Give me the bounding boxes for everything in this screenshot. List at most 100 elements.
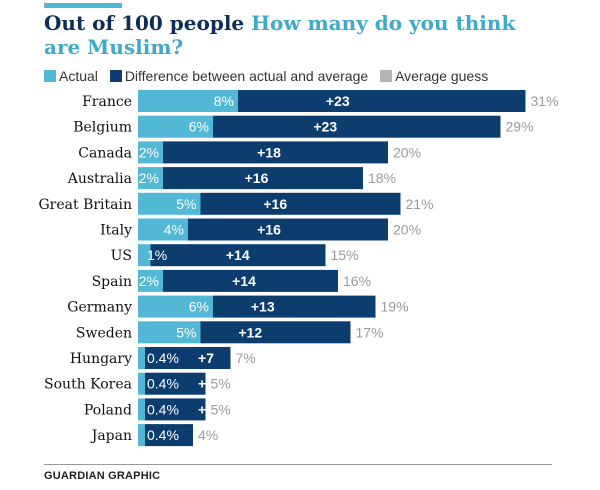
category-label-hungary: Hungary bbox=[70, 351, 132, 367]
category-label-great-britain: Great Britain bbox=[38, 197, 132, 213]
bar-difference-france bbox=[238, 90, 526, 112]
data-label-average-great-britain: 21% bbox=[406, 196, 434, 212]
bar-difference-australia bbox=[163, 167, 363, 190]
data-label-difference-spain: +14 bbox=[232, 273, 256, 289]
title-dark-part: Out of 100 people bbox=[44, 11, 245, 35]
bar-actual-south-korea bbox=[138, 372, 145, 395]
bar-actual-france bbox=[138, 90, 238, 112]
legend-item-actual: Actual bbox=[44, 68, 98, 84]
bar-difference-germany bbox=[213, 295, 376, 318]
data-label-difference-poland: +5 bbox=[198, 401, 214, 417]
legend-swatch-actual bbox=[44, 70, 56, 82]
legend-label-average: Average guess bbox=[395, 68, 489, 84]
source-credit: GUARDIAN GRAPHIC bbox=[44, 470, 161, 482]
data-label-average-south-korea: 5% bbox=[211, 376, 231, 392]
data-label-average-canada: 20% bbox=[393, 144, 421, 160]
legend: Actual Difference between actual and ave… bbox=[44, 68, 496, 84]
data-label-average-us: 15% bbox=[331, 247, 359, 263]
category-label-us: US bbox=[111, 248, 132, 264]
data-label-actual-great-britain: 5% bbox=[176, 196, 196, 212]
data-label-average-japan: 4% bbox=[198, 427, 218, 443]
data-label-average-australia: 18% bbox=[368, 170, 396, 186]
data-label-difference-hungary: +7 bbox=[198, 350, 214, 366]
bar-difference-sweden bbox=[200, 321, 351, 344]
bar-difference-japan bbox=[145, 424, 193, 447]
category-label-sweden: Sweden bbox=[76, 325, 132, 341]
category-label-france: France bbox=[82, 94, 132, 110]
data-label-actual-canada: 2% bbox=[139, 144, 159, 160]
data-label-average-poland: 5% bbox=[211, 401, 231, 417]
header-accent-bar bbox=[44, 3, 122, 8]
data-label-actual-germany: 6% bbox=[189, 299, 209, 315]
bar-difference-spain bbox=[163, 269, 338, 292]
bar-actual-belgium bbox=[138, 115, 213, 138]
data-label-difference-france: +23 bbox=[326, 93, 350, 109]
data-label-average-spain: 16% bbox=[343, 273, 371, 289]
data-label-difference-belgium: +23 bbox=[313, 119, 337, 135]
bar-actual-great-britain bbox=[138, 192, 201, 215]
data-label-average-france: 31% bbox=[531, 93, 559, 109]
data-label-average-sweden: 17% bbox=[356, 324, 384, 340]
data-label-actual-australia: 2% bbox=[139, 170, 159, 186]
bar-actual-canada bbox=[138, 141, 163, 164]
data-label-actual-us: 1% bbox=[147, 247, 167, 263]
category-label-spain: Spain bbox=[92, 274, 132, 290]
data-label-actual-poland: 0.4% bbox=[147, 401, 179, 417]
category-label-canada: Canada bbox=[78, 145, 132, 161]
data-label-difference-germany: +13 bbox=[251, 299, 275, 315]
bar-difference-hungary bbox=[145, 347, 231, 369]
bar-actual-germany bbox=[138, 295, 213, 318]
bar-difference-great-britain bbox=[200, 192, 401, 215]
data-label-difference-australia: +16 bbox=[245, 170, 269, 186]
chart-title: Out of 100 people How many do you think … bbox=[44, 11, 544, 59]
bar-difference-italy bbox=[188, 218, 388, 241]
data-label-difference-sweden: +12 bbox=[238, 324, 262, 340]
bar-difference-belgium bbox=[213, 115, 501, 138]
data-label-difference-great-britain: +16 bbox=[263, 196, 287, 212]
legend-item-difference: Difference between actual and average bbox=[109, 68, 369, 84]
category-label-belgium: Belgium bbox=[73, 120, 132, 136]
data-label-actual-south-korea: 0.4% bbox=[147, 376, 179, 392]
bar-actual-hungary bbox=[138, 347, 145, 369]
data-label-actual-spain: 2% bbox=[139, 273, 159, 289]
data-label-actual-italy: 4% bbox=[164, 222, 184, 238]
bar-actual-spain bbox=[138, 269, 163, 292]
data-label-difference-canada: +18 bbox=[257, 144, 281, 160]
category-label-south-korea: South Korea bbox=[44, 377, 132, 393]
bar-actual-us bbox=[138, 244, 151, 267]
footer-divider bbox=[44, 464, 552, 465]
legend-item-average: Average guess bbox=[380, 68, 488, 84]
category-label-australia: Australia bbox=[67, 171, 132, 187]
data-label-actual-france: 8% bbox=[214, 93, 234, 109]
bar-actual-sweden bbox=[138, 321, 201, 344]
bar-difference-us bbox=[150, 244, 326, 267]
bar-actual-australia bbox=[138, 167, 163, 190]
category-label-italy: Italy bbox=[100, 223, 132, 239]
data-label-average-italy: 20% bbox=[393, 222, 421, 238]
bar-actual-poland bbox=[138, 398, 145, 421]
legend-label-difference: Difference between actual and average bbox=[124, 68, 369, 84]
data-label-average-hungary: 7% bbox=[236, 350, 256, 366]
title-light-part: How many do you think are Muslim? bbox=[44, 11, 516, 59]
data-label-actual-hungary: 0.4% bbox=[147, 350, 179, 366]
data-label-difference-us: +14 bbox=[226, 247, 250, 263]
category-label-poland: Poland bbox=[84, 402, 132, 418]
legend-swatch-difference bbox=[109, 70, 122, 82]
bar-difference-canada bbox=[163, 141, 388, 164]
bar-difference-poland bbox=[145, 398, 206, 421]
data-label-actual-japan: 0.4% bbox=[147, 427, 179, 443]
category-label-japan: Japan bbox=[90, 428, 132, 444]
data-label-difference-south-korea: +5 bbox=[198, 376, 214, 392]
data-label-difference-italy: +16 bbox=[257, 222, 281, 238]
bar-actual-italy bbox=[138, 218, 188, 241]
legend-swatch-average bbox=[380, 70, 393, 82]
bar-actual-japan bbox=[138, 424, 145, 447]
legend-label-actual: Actual bbox=[59, 68, 98, 84]
data-label-actual-belgium: 6% bbox=[189, 119, 209, 135]
bar-chart: France 8% +23 31% Belgium 6% +23 29% Canada 2% +18… bbox=[38, 90, 559, 447]
data-label-difference-japan: +4 bbox=[198, 427, 214, 443]
data-label-actual-sweden: 5% bbox=[176, 324, 196, 340]
data-label-average-belgium: 29% bbox=[506, 119, 534, 135]
bar-difference-south-korea bbox=[145, 372, 206, 395]
data-label-average-germany: 19% bbox=[381, 299, 409, 315]
